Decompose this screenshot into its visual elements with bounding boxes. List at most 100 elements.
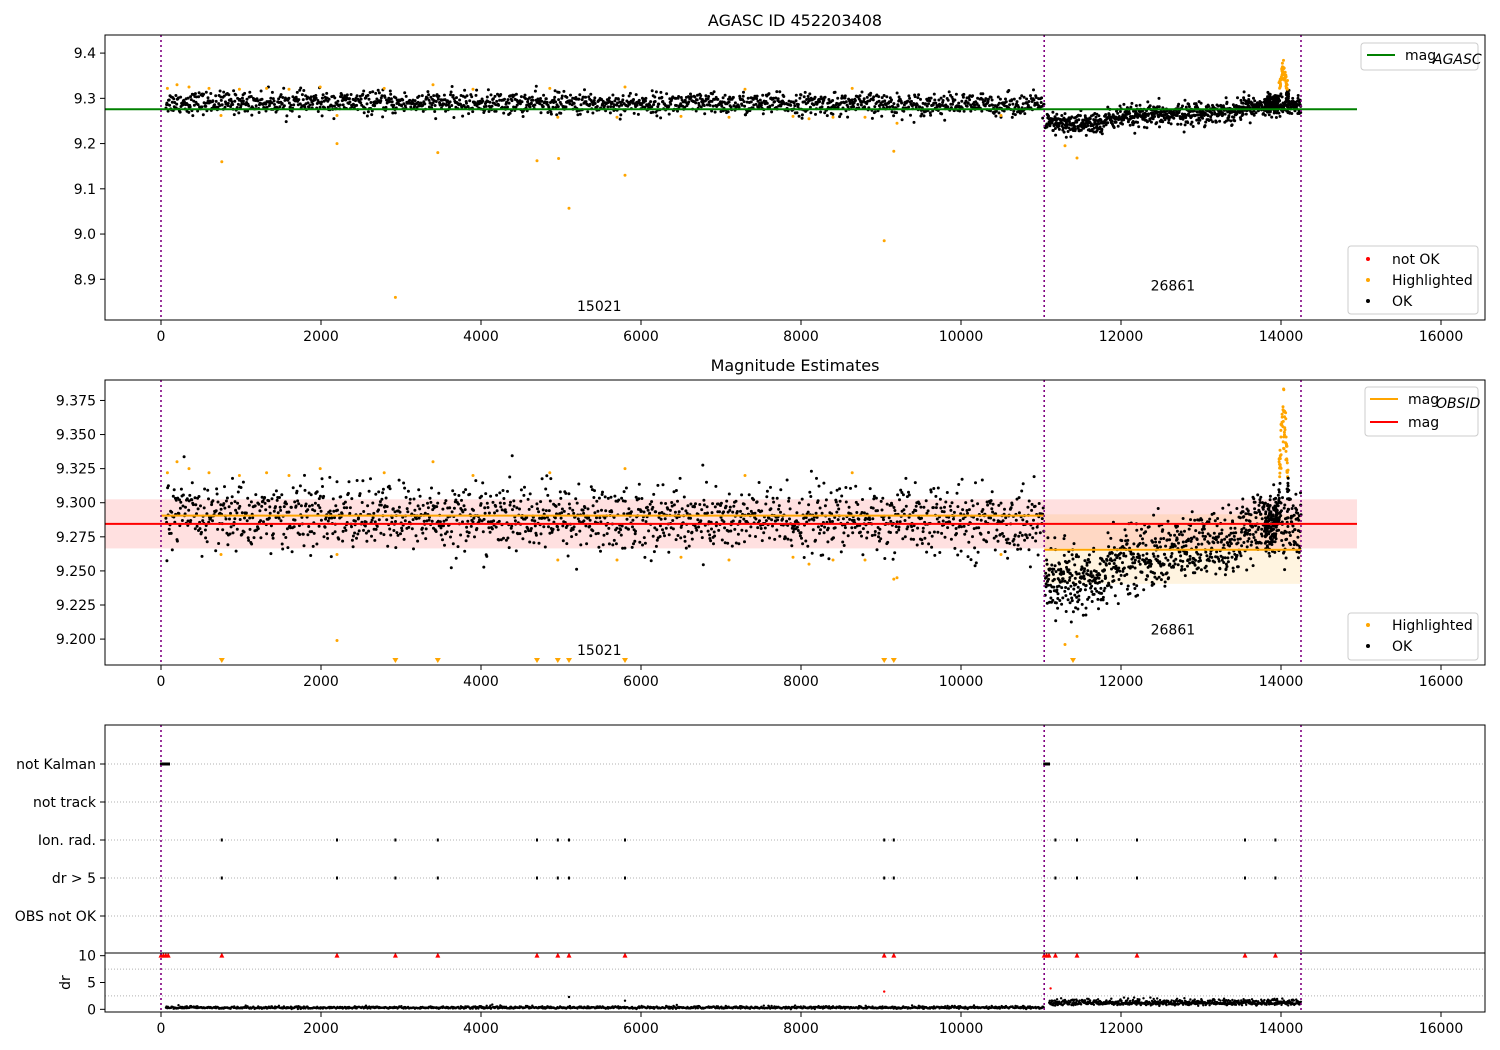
ok-point [946,98,950,102]
ok-point [1034,96,1038,99]
ok-point [768,536,771,540]
ok-point [957,101,961,105]
ok-point [820,105,824,109]
ok-point [686,504,690,508]
ok-point [448,100,452,104]
legend-label: Highlighted [1392,273,1473,289]
ok-point [1063,534,1067,538]
ok-point [556,528,560,532]
ok-point [279,93,283,97]
ok-point [450,85,454,88]
ok-point [419,101,423,105]
ok-point [976,96,980,100]
ok-point [609,495,613,499]
ok-point [310,530,314,534]
ok-point [890,98,893,102]
ok-point [355,536,358,540]
ok-point [519,499,523,503]
ok-point [388,487,392,491]
ok-point [1032,475,1036,479]
ok-point [333,530,337,534]
ok-point [781,517,784,521]
ok-point [734,541,738,545]
ok-point [282,505,286,509]
ok-point [189,519,193,522]
ok-point [710,109,714,113]
ok-point [482,565,486,569]
ok-point [355,103,359,107]
ok-point [752,498,756,502]
ok-point [377,490,381,494]
ok-point [287,96,291,100]
ok-point [293,500,297,504]
ok-point [371,90,375,94]
ok-point [823,111,827,115]
ok-point [904,476,908,480]
ok-point [1077,555,1080,559]
ok-point [429,95,433,99]
ok-point [240,511,244,515]
ok-point [836,96,840,100]
ok-point [969,109,973,113]
highlighted-point [567,206,571,210]
ok-point [416,539,420,543]
ok-point [720,538,724,542]
ok-point [858,94,862,98]
ok-point [184,505,187,509]
ok-point [1132,552,1135,556]
highlighted-point [1063,144,1067,148]
ok-point [297,502,301,506]
ok-point [653,95,657,99]
ok-point [832,536,835,540]
ok-point [195,524,199,528]
ok-point [806,544,810,548]
ok-point [920,538,924,542]
ok-point [319,518,323,522]
ok-point [362,528,365,532]
ok-point [260,97,264,101]
ok-point [706,529,710,533]
ok-point [623,546,627,550]
ok-point [1012,537,1016,541]
ok-point [244,511,248,515]
ok-point [389,533,393,537]
ok-point [438,520,442,524]
ok-point [200,554,204,558]
ok-point [746,96,750,100]
ok-point [846,105,850,109]
ok-point [488,100,492,104]
ok-point [1286,96,1290,100]
ok-point [986,97,990,101]
ok-point [1013,533,1017,537]
ok-point [814,511,818,515]
ok-point [175,539,179,543]
ok-point [296,499,300,503]
ok-point [380,94,384,98]
ok-point [1044,571,1048,575]
ok-point [1086,124,1090,128]
ok-point [243,109,247,113]
ok-point [269,552,273,556]
ok-point [1026,505,1030,509]
ok-point [1135,528,1139,532]
ok-point [806,510,810,514]
ok-point [1139,534,1142,538]
ok-point [621,98,625,102]
ok-point [466,534,470,538]
ok-point [824,498,828,502]
ok-point [702,104,706,107]
ok-point [886,540,890,544]
ok-point [928,99,932,103]
ok-point [923,536,927,540]
ok-point [741,94,745,98]
ok-point [417,94,421,98]
ok-point [236,501,240,505]
ok-point [749,100,753,104]
ok-point [499,93,503,96]
ok-point [559,496,563,500]
ok-point [1112,562,1116,565]
ok-point [289,505,293,509]
ok-point [511,508,514,512]
ok-point [388,527,392,531]
ok-point [916,526,920,530]
